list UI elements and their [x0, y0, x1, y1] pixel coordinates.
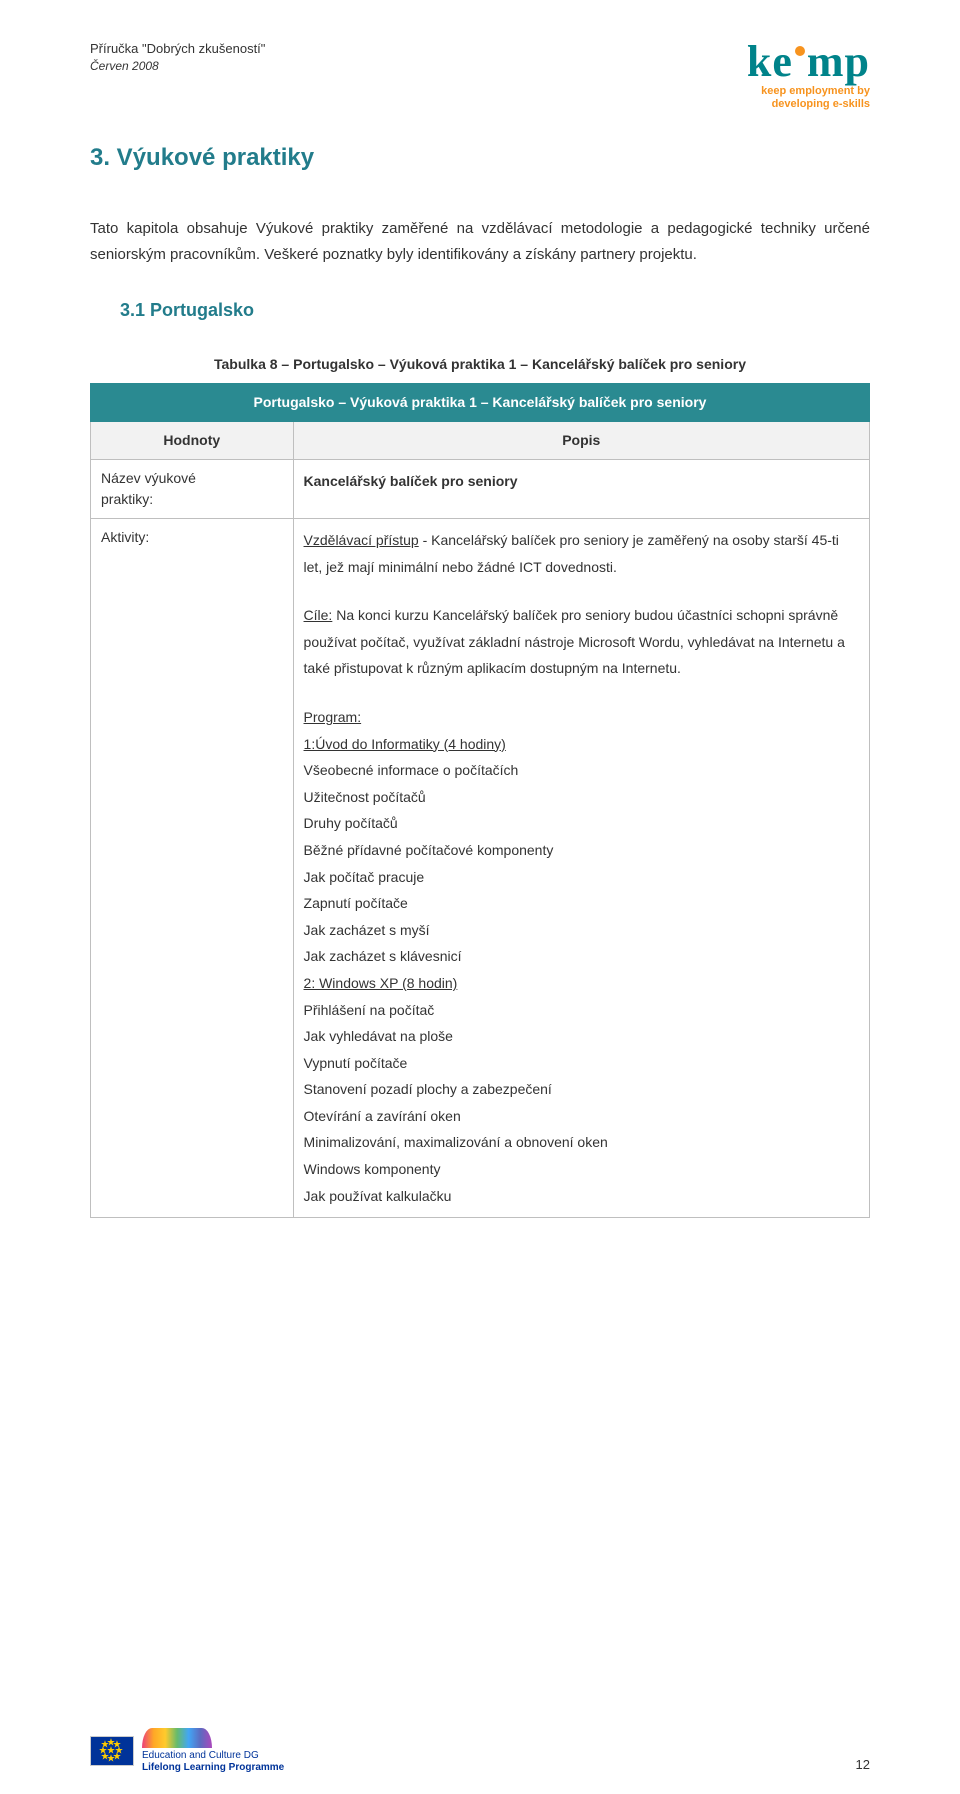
program-item: Windows komponenty	[304, 1156, 859, 1183]
table-header-row: Hodnoty Popis	[91, 422, 870, 460]
swoosh-icon	[142, 1728, 212, 1748]
footer-logos: Education and Culture DG Lifelong Learni…	[90, 1728, 284, 1774]
table-banner: Portugalsko – Výuková praktika 1 – Kance…	[91, 384, 870, 422]
program-label: Program:	[304, 704, 859, 731]
program-block: Program: 1:Úvod do Informatiky (4 hodiny…	[304, 704, 859, 1209]
program-item: Užitečnost počítačů	[304, 784, 859, 811]
program-item: Jak zacházet s myší	[304, 917, 859, 944]
program-item: Jak používat kalkulačku	[304, 1183, 859, 1210]
program-item: Minimalizování, maximalizování a obnoven…	[304, 1129, 859, 1156]
section-intro: Tato kapitola obsahuje Výukové praktiky …	[90, 216, 870, 267]
program-item: Běžné přídavné počítačové komponenty	[304, 837, 859, 864]
llp-logo: Education and Culture DG Lifelong Learni…	[142, 1728, 284, 1774]
table-caption: Tabulka 8 – Portugalsko – Výuková prakti…	[90, 354, 870, 375]
page-number: 12	[856, 1755, 870, 1775]
table-row: Aktivity: Vzdělávací přístup - Kancelářs…	[91, 519, 870, 1218]
llp-line-1: Education and Culture DG	[142, 1750, 284, 1762]
program-item: Zapnutí počítače	[304, 890, 859, 917]
program-item: Jak zacházet s klávesnicí	[304, 943, 859, 970]
table-row: Název výukové praktiky: Kancelářský balí…	[91, 460, 870, 519]
row1-value: Kancelářský balíček pro seniory	[293, 460, 869, 519]
logo-tag-1: keep employment by	[747, 86, 870, 97]
row2-content: Vzdělávací přístup - Kancelářský balíček…	[293, 519, 869, 1218]
subsection-title: 3.1 Portugalsko	[120, 297, 870, 324]
doc-date: Červen 2008	[90, 58, 265, 75]
doc-header: Příručka "Dobrých zkušeností" Červen 200…	[90, 40, 265, 75]
col-header-1: Hodnoty	[91, 422, 294, 460]
logo-block: kemp keep employment by developing e-ski…	[747, 40, 870, 110]
program-item: Jak počítač pracuje	[304, 864, 859, 891]
program-item: Otevírání a zavírání oken	[304, 1103, 859, 1130]
program-item: Všeobecné informace o počítačích	[304, 757, 859, 784]
col-header-2: Popis	[293, 422, 869, 460]
doc-title: Příručka "Dobrých zkušeností"	[90, 40, 265, 58]
logo-tag-2: developing e-skills	[747, 99, 870, 110]
row2-label: Aktivity:	[91, 519, 294, 1218]
section-title: 3. Výukové praktiky	[90, 140, 870, 176]
goals-paragraph: Cíle: Na konci kurzu Kancelářský balíček…	[304, 602, 859, 682]
program-list: 1:Úvod do Informatiky (4 hodiny)Všeobecn…	[304, 731, 859, 1210]
table-banner-row: Portugalsko – Výuková praktika 1 – Kance…	[91, 384, 870, 422]
program-item: Přihlášení na počítač	[304, 997, 859, 1024]
program-item: Jak vyhledávat na ploše	[304, 1023, 859, 1050]
program-item: 1:Úvod do Informatiky (4 hodiny)	[304, 731, 859, 758]
eu-flag-icon	[90, 1736, 134, 1766]
approach-paragraph: Vzdělávací přístup - Kancelářský balíček…	[304, 527, 859, 580]
logo-brand: kemp	[747, 40, 870, 84]
practice-table: Portugalsko – Výuková praktika 1 – Kance…	[90, 383, 870, 1218]
program-item: Druhy počítačů	[304, 810, 859, 837]
program-item: 2: Windows XP (8 hodin)	[304, 970, 859, 997]
row1-label: Název výukové praktiky:	[91, 460, 294, 519]
llp-line-2: Lifelong Learning Programme	[142, 1762, 284, 1774]
program-item: Stanovení pozadí plochy a zabezpečení	[304, 1076, 859, 1103]
program-item: Vypnutí počítače	[304, 1050, 859, 1077]
